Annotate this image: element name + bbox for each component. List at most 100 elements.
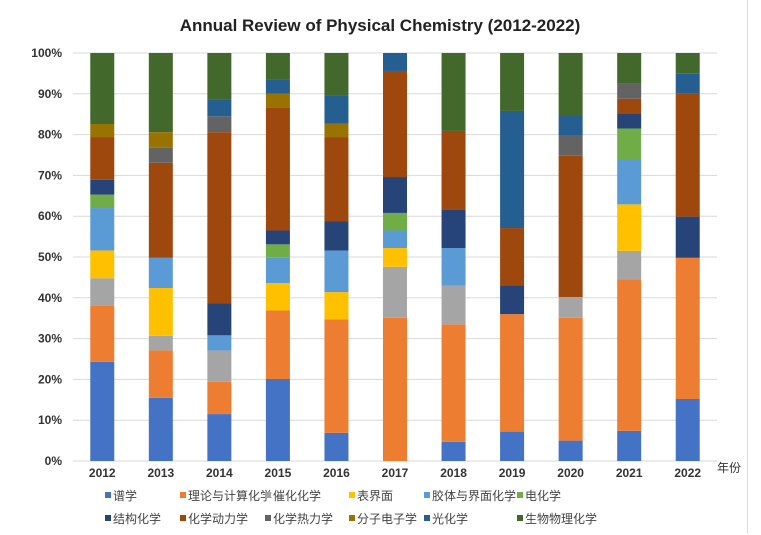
legend-item: 化学热力学 [265,511,333,526]
bar-segment [675,257,700,399]
bar-stack-2013 [148,53,173,461]
bar-segment [675,53,700,74]
bar-segment [324,95,349,124]
legend-label: 化学热力学 [273,511,333,526]
x-tick-label: 2020 [557,466,584,480]
legend-item: 催化化学 [265,488,321,503]
x-axis-ticks: 2012 2013 2014 2015 2016 2017 2018 2019 2020 2021… [89,466,701,480]
bar-segment [90,208,115,251]
bar-segment [383,230,407,249]
bar-segment [383,248,407,267]
y-tick-label: 60% [38,209,62,223]
x-tick-label: 2014 [206,466,233,480]
bar-segment [207,132,232,304]
bar-segment [90,53,115,124]
legend-swatch [424,492,430,498]
legend-swatch [424,515,430,521]
bar-segment [265,79,290,94]
legend-item: 电化学 [517,488,561,503]
legend-label: 光化学 [432,511,468,526]
x-tick-label: 2022 [674,466,701,480]
bar-segment [617,430,642,461]
legend-item: 谱学 [105,488,137,503]
bar-segment [617,250,642,280]
legend-label: 胶体与界面化学 [432,488,516,503]
bar-segment [558,115,583,136]
bar-segment [617,83,642,99]
bar-segment [383,53,407,71]
legend-swatch [349,515,355,521]
bar-stack-2021 [617,53,642,461]
legend-item: 化学动力学 [180,511,248,526]
legend-swatch [265,515,271,521]
bars [90,53,700,461]
bar-segment [500,285,525,315]
bar-segment [265,53,290,80]
bar-stack-2012 [90,53,115,461]
bar-segment [90,179,115,195]
bar-segment [324,319,349,433]
bar-segment [383,266,407,318]
bar-stack-2020 [558,53,583,461]
legend-swatch [517,515,523,521]
bar-stack-2019 [500,53,525,461]
bar-segment [558,440,583,461]
bar-segment [207,335,232,351]
legend-swatch [349,492,355,498]
y-tick-label: 70% [38,168,62,182]
bar-segment [207,350,232,382]
bar-segment [148,132,173,148]
legend-label: 理论与计算化学 [188,488,272,503]
bar-segment [500,110,525,229]
bar-segment [441,324,466,442]
bar-segment [675,398,700,461]
bar-segment [265,230,290,245]
bar-segment [90,305,115,362]
bar-segment [675,216,700,258]
legend-item: 结构化学 [105,511,161,526]
bar-segment [558,155,583,297]
y-tick-label: 20% [38,372,62,386]
legend-item: 表界面 [349,489,393,503]
x-tick-label: 2017 [382,466,409,480]
bar-segment [324,292,349,320]
bar-segment [558,53,583,116]
bar-segment [90,361,115,461]
bar-segment [324,221,349,251]
legend-swatch [517,492,523,498]
bar-segment [324,53,349,96]
x-axis-label: 年份 [717,461,741,475]
legend-item: 生物物理化学 [517,511,597,526]
bar-segment [617,279,642,431]
bar-segment [148,288,173,336]
y-tick-label: 10% [38,413,62,427]
legend-swatch [180,492,186,498]
legend-swatch [265,492,271,498]
bar-segment [148,335,173,351]
bar-segment [265,310,290,379]
x-tick-label: 2013 [147,466,174,480]
bar-stack-2017 [383,53,407,461]
bar-segment [324,137,349,222]
bar-segment [500,53,525,111]
bar-segment [617,159,642,205]
bar-segment [324,432,349,461]
x-tick-label: 2018 [440,466,467,480]
x-tick-label: 2012 [89,466,116,480]
bar-segment [500,314,525,432]
bar-segment [617,204,642,251]
bar-segment [207,414,232,461]
x-tick-label: 2015 [265,466,292,480]
y-tick-label: 0% [45,454,63,468]
bar-segment [207,303,232,336]
x-tick-label: 2016 [323,466,350,480]
bar-segment [265,244,290,258]
bar-stack-2014 [207,53,232,461]
bar-segment [148,162,173,258]
y-tick-label: 90% [38,87,62,101]
bar-segment [90,278,115,306]
legend-label: 表界面 [357,489,393,503]
bar-segment [90,137,115,180]
legend-item: 理论与计算化学 [180,488,272,503]
